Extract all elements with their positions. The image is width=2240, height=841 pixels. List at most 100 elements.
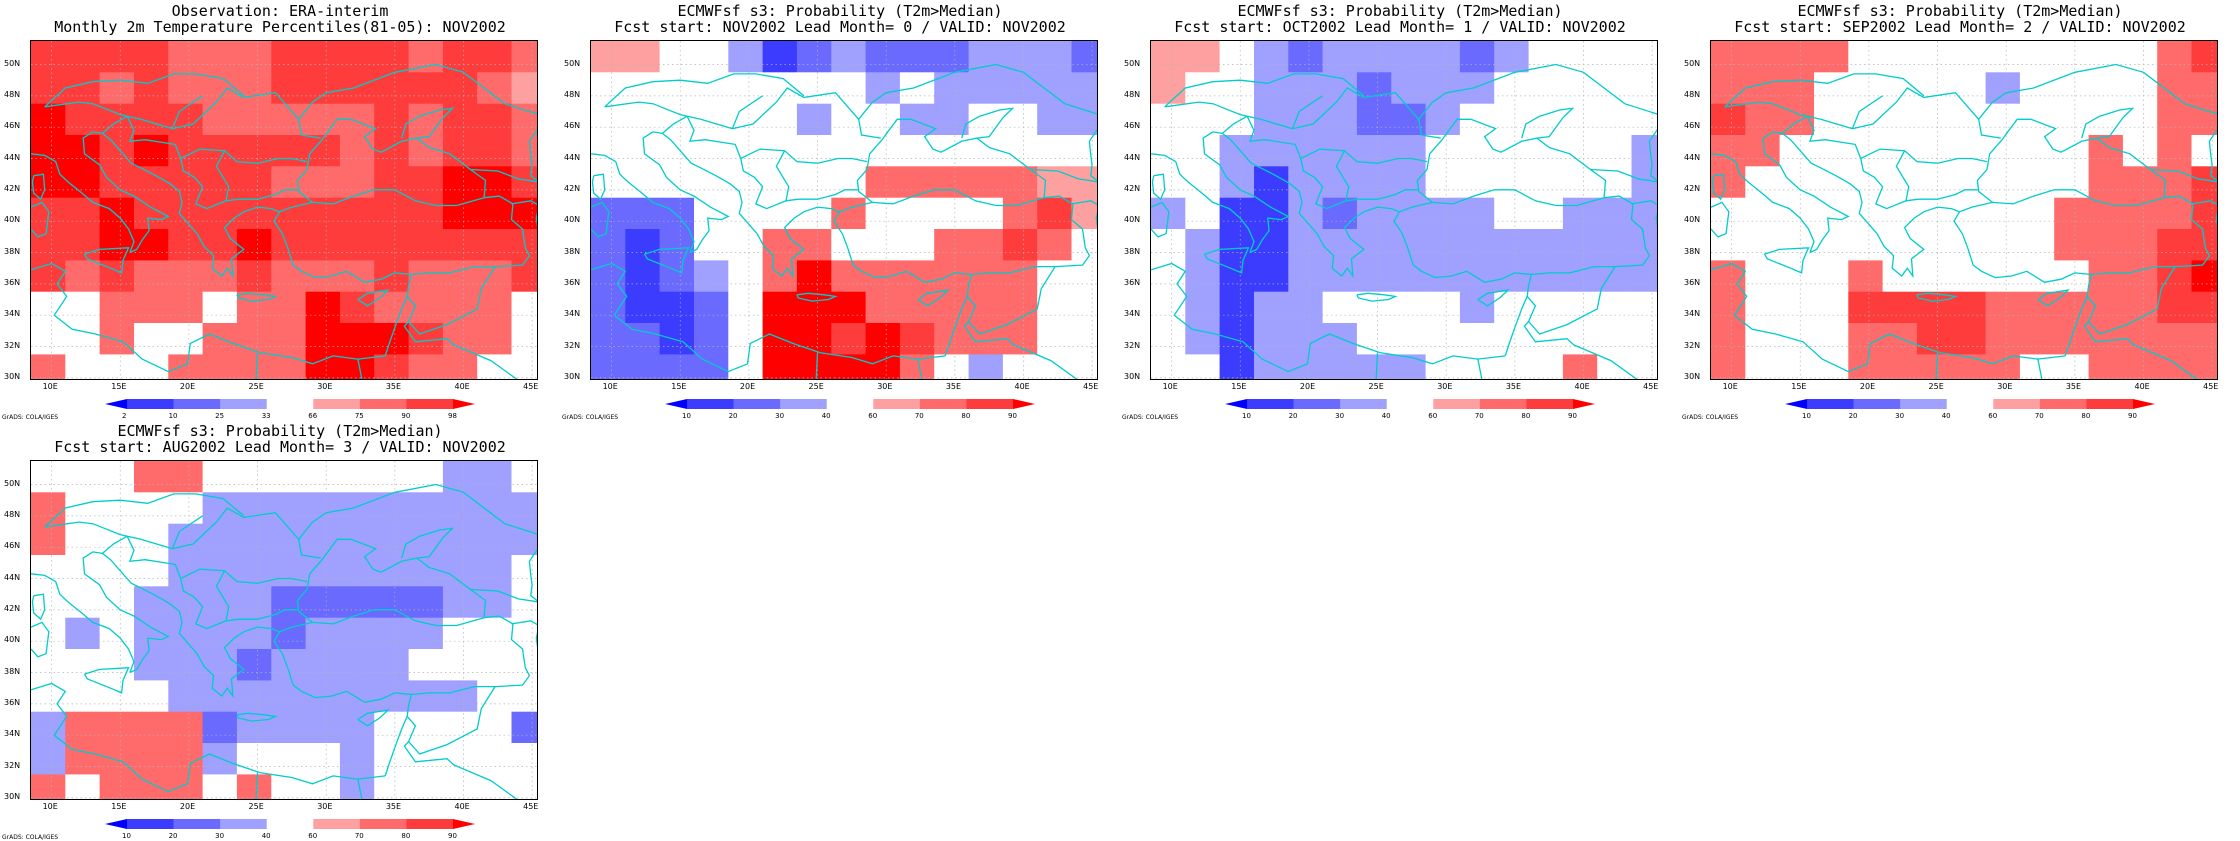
- grid-cell: [2191, 354, 2217, 379]
- grid-cell: [2191, 323, 2217, 355]
- coastline: [215, 150, 230, 201]
- colorbar-label: 60: [308, 832, 318, 840]
- grid-cell: [934, 103, 970, 136]
- grid-cell: [2019, 135, 2055, 167]
- colorbar-label: 20: [728, 412, 738, 420]
- latitude-tick-label: 40N: [1684, 215, 1701, 225]
- grid-cell: [305, 354, 341, 379]
- grid-cell: [477, 523, 513, 556]
- grid-cell: [1391, 291, 1427, 324]
- grid-cell: [659, 323, 695, 355]
- grid-cell: [968, 260, 1004, 293]
- grid-cell: [1916, 197, 1952, 230]
- colorbar-swatch: [919, 399, 967, 409]
- grid-cell: [31, 323, 66, 355]
- coastline: [1151, 173, 1166, 201]
- coastline: [298, 483, 537, 540]
- grid-cell: [99, 41, 135, 73]
- grid-cell: [865, 323, 901, 355]
- grid-cell: [1779, 323, 1815, 355]
- grid-cell: [1985, 135, 2021, 167]
- grid-cell: [408, 197, 444, 230]
- grid-cell: [271, 135, 307, 167]
- grid-cell: [168, 354, 204, 379]
- grid-cell: [305, 555, 341, 587]
- coastline: [171, 515, 203, 549]
- colorbar-label: 20: [1288, 412, 1298, 420]
- grid-cell: [1151, 323, 1186, 355]
- grid-cell: [1459, 166, 1495, 199]
- colorbar-label: 90: [2128, 412, 2137, 420]
- colorbar-label: 10: [122, 832, 131, 840]
- grid-cell: [305, 523, 341, 556]
- colorbar-swatch: [2039, 399, 2087, 409]
- grid-cell: [1151, 103, 1186, 136]
- grid-cell: [762, 41, 798, 73]
- coastline: [686, 115, 859, 210]
- grid-cell: [65, 291, 101, 324]
- colorbar: [105, 819, 475, 829]
- coastline: [44, 493, 245, 528]
- grid-cell: [134, 41, 169, 73]
- grid-cell: [934, 197, 970, 230]
- coastline: [2037, 289, 2070, 307]
- grid-cell: [99, 354, 135, 379]
- grid-cell: [1814, 41, 1849, 73]
- grid-cell: [202, 41, 238, 73]
- coastline: [102, 552, 280, 699]
- grid-cell: [408, 229, 444, 261]
- colorbar-label: 40: [261, 832, 271, 840]
- longitude-tick-label: 30E: [1997, 382, 2013, 391]
- grid-cell: [1848, 41, 1884, 73]
- coastline: [815, 352, 819, 379]
- grid-cell: [202, 586, 238, 619]
- grid-cell: [1322, 354, 1358, 379]
- latitude-tick-label: 50N: [4, 478, 21, 488]
- colorbar-label: 20: [168, 832, 178, 840]
- grid-cell: [831, 41, 867, 73]
- coastline: [470, 168, 537, 183]
- grid-cell: [1151, 291, 1186, 324]
- grid-cell: [374, 103, 410, 136]
- grid-cell: [831, 72, 867, 105]
- grid-cell: [1185, 103, 1221, 136]
- grid-cell: [1528, 166, 1564, 199]
- grid-cell: [1779, 41, 1815, 73]
- coastline: [1416, 118, 1607, 203]
- grid-cell: [31, 649, 66, 681]
- map-frame: [30, 40, 538, 380]
- longitude-tick-label: 15E: [111, 382, 127, 391]
- grid-cell: [374, 523, 410, 556]
- panel-subtitle: Fcst start: AUG2002 Lead Month= 3 / VALI…: [54, 438, 506, 456]
- grid-cell: [339, 680, 375, 713]
- coastline: [1521, 107, 1575, 139]
- coastline: [126, 115, 299, 210]
- grid-cell: [1356, 229, 1392, 261]
- grid-cell: [65, 354, 101, 379]
- grid-cell: [1391, 41, 1427, 73]
- colorbar-label: 30: [215, 832, 225, 840]
- latitude-tick-label: 46N: [564, 121, 581, 131]
- grid-cell: [934, 72, 970, 105]
- coastline: [2191, 200, 2217, 206]
- grid-cell: [1322, 103, 1358, 136]
- grid-cell: [865, 291, 901, 324]
- grid-cell: [1219, 291, 1255, 324]
- grid-cell: [1288, 197, 1324, 230]
- colorbar: [665, 399, 1035, 409]
- coastline: [591, 173, 606, 201]
- colorbar-swatch: [1225, 399, 1247, 409]
- grid-cell: [477, 461, 513, 493]
- grid-cell: [1425, 103, 1461, 136]
- grid-cell: [591, 291, 626, 324]
- grid-cell: [31, 103, 66, 136]
- latitude-tick-label: 50N: [1684, 58, 1701, 68]
- longitude-tick-label: 40E: [454, 802, 470, 811]
- grid-cell: [1151, 72, 1186, 105]
- grid-cell: [2054, 260, 2090, 293]
- grid-cell: [1951, 72, 1987, 105]
- grid-cell: [2088, 291, 2124, 324]
- latitude-tick-label: 32N: [1684, 340, 1701, 350]
- grid-cell: [2019, 197, 2055, 230]
- latitude-tick-label: 38N: [564, 246, 581, 256]
